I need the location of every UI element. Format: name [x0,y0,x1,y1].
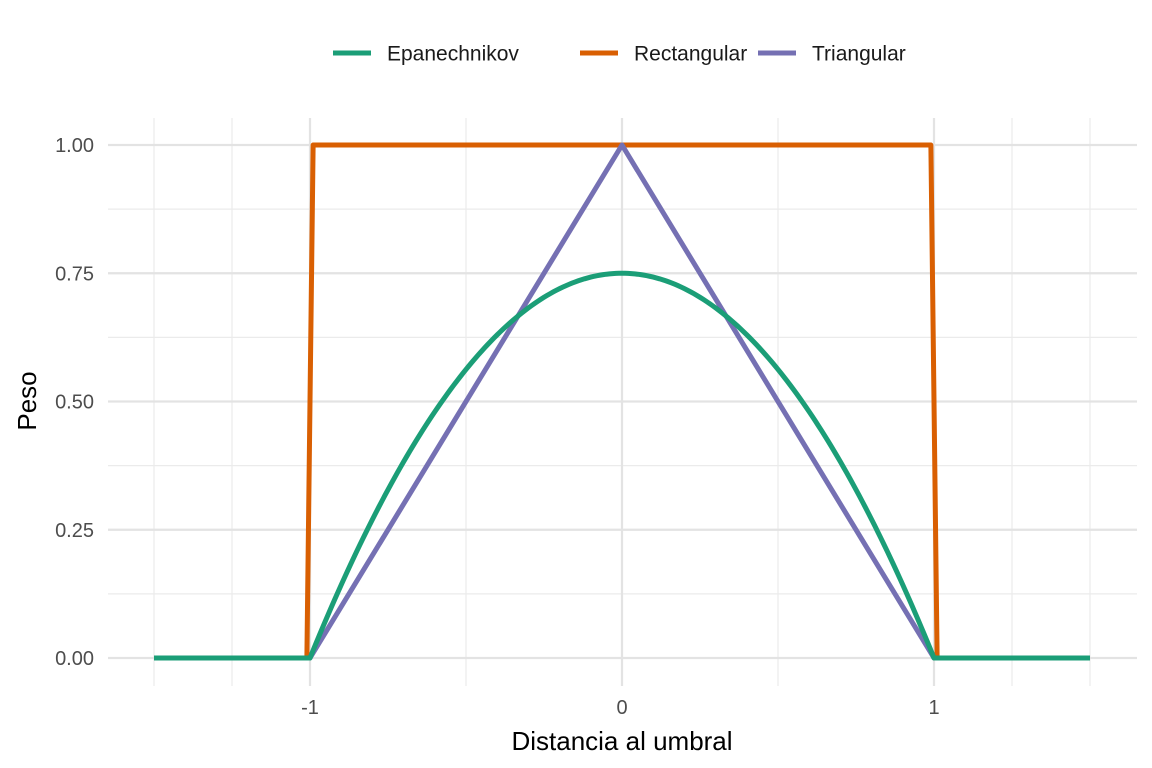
series-line-epanechnikov [154,270,1090,661]
legend-item-triangular: Triangular [758,43,906,66]
legend-label: Triangular [812,43,906,66]
x-tick-label: 1 [928,697,939,719]
x-tick-label: -1 [301,697,319,719]
x-axis-title: Distancia al umbral [511,726,732,756]
y-axis-title: Peso [12,371,42,430]
y-tick-label: 0.75 [55,263,94,285]
x-tick-label: 0 [616,697,627,719]
y-tick-label: 0.25 [55,520,94,542]
grid-lines [108,118,1137,686]
y-tick-label: 0.00 [55,648,94,670]
series-lines [154,142,1090,661]
legend-label: Epanechnikov [387,43,519,66]
y-axis-ticks: 0.00 0.25 0.50 0.75 1.00 [55,135,94,670]
legend-label: Rectangular [634,43,747,66]
legend-item-epanechnikov: Epanechnikov [333,43,519,66]
y-tick-label: 1.00 [55,135,94,157]
legend: Epanechnikov Rectangular Triangular [333,43,906,66]
x-axis-ticks: -1 0 1 [301,697,939,719]
legend-item-rectangular: Rectangular [580,43,747,66]
y-tick-label: 0.50 [55,392,94,414]
